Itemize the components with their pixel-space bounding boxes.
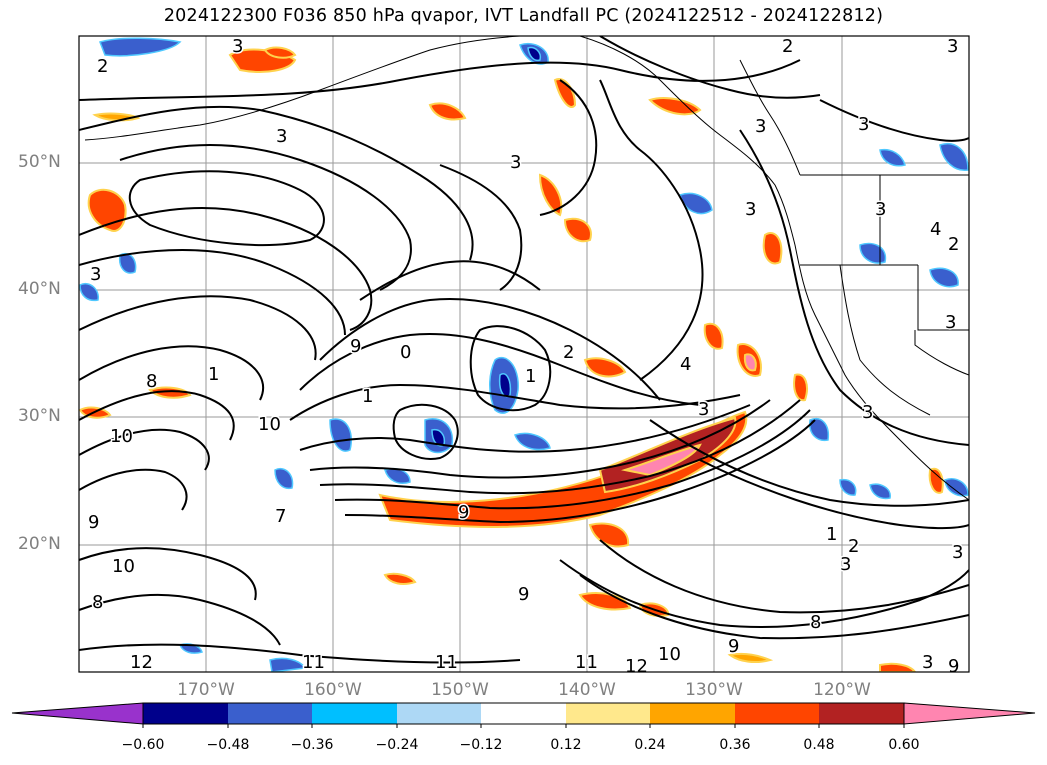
contour-label: 3	[755, 116, 766, 137]
colorbar-segment	[566, 703, 650, 724]
colorbar-tick-label: 0.12	[550, 737, 582, 753]
lon-label-130w: 130°W	[685, 680, 743, 700]
contour-label: 3	[276, 126, 287, 147]
colorbar-segment	[481, 703, 566, 724]
map-frame	[78, 35, 970, 673]
colorbar-segment	[312, 703, 397, 724]
ivt-contours	[79, 36, 969, 664]
contour-label: 11	[435, 652, 458, 673]
contour-label: 9	[350, 336, 361, 357]
colorbar-tick-label: 0.60	[888, 737, 920, 753]
contour-label: 2	[563, 342, 574, 363]
contour-label: 3	[875, 199, 886, 220]
contour-label: 1	[208, 364, 219, 385]
colorbar-tick-label: 0.36	[719, 737, 751, 753]
lat-label-40n: 40°N	[18, 279, 61, 299]
colorbar	[11, 702, 1036, 728]
contour-label: 3	[745, 199, 756, 220]
lat-label-20n: 20°N	[18, 534, 61, 554]
contour-label: 3	[858, 114, 869, 135]
contour-label: 9	[88, 512, 99, 533]
contour-label: 2	[97, 56, 108, 77]
colorbar-segment	[735, 703, 819, 724]
contour-label: 4	[930, 219, 941, 240]
colorbar-tick-label: −0.48	[206, 737, 250, 753]
contour-label: 9	[948, 656, 959, 677]
colorbar-extend-low	[11, 702, 144, 725]
contour-label: 3	[232, 36, 243, 57]
contour-label: 10	[658, 644, 681, 665]
contour-label: 1	[362, 386, 373, 407]
contour-label: 8	[92, 592, 103, 613]
contour-label: 9	[458, 502, 469, 523]
contour-label: 9	[518, 584, 529, 605]
colorbar-segment	[143, 703, 228, 724]
contour-label: 10	[258, 414, 281, 435]
contour-label: 3	[90, 264, 101, 285]
lat-label-30n: 30°N	[18, 406, 61, 426]
lon-label-160w: 160°W	[304, 680, 362, 700]
colorbar-tick-label: 0.48	[803, 737, 835, 753]
contour-label: 3	[945, 312, 956, 333]
contour-label: 3	[947, 36, 958, 57]
contour-label: 11	[302, 652, 325, 673]
colorbar-tick-label: 0.24	[634, 737, 666, 753]
contour-label: 10	[112, 556, 135, 577]
lon-label-140w: 140°W	[558, 680, 616, 700]
contour-label: 8	[146, 371, 157, 392]
contour-label: 3	[510, 152, 521, 173]
contour-labels: 2 3 2 3 3 3 3 3 3 2 3 3 3 2 1 4 3 1 0 9 …	[87, 36, 965, 677]
contour-label: 2	[848, 536, 859, 557]
negative-qvapor-fill	[79, 37, 969, 672]
lon-label-120w: 120°W	[813, 680, 871, 700]
contour-label: 11	[575, 652, 598, 673]
contour-label: 1	[826, 524, 837, 545]
contour-label: 12	[130, 652, 153, 673]
colorbar-tick-label: −0.24	[375, 737, 419, 753]
contour-label: 1	[525, 366, 536, 387]
colorbar-segment	[228, 703, 312, 724]
contour-label: 3	[840, 554, 851, 575]
contour-label: 2	[782, 36, 793, 57]
lon-label-150w: 150°W	[431, 680, 489, 700]
contour-label: 0	[400, 342, 411, 363]
colorbar-extend-high	[903, 702, 1036, 725]
lon-label-170w: 170°W	[177, 680, 235, 700]
colorbar-tick-label: −0.60	[121, 737, 165, 753]
coastlines	[84, 36, 969, 501]
contour-label: 3	[698, 399, 709, 420]
colorbar-segment	[819, 703, 904, 724]
contour-label: 2	[948, 234, 959, 255]
contour-label: 8	[810, 612, 821, 633]
contour-label: 10	[110, 426, 133, 447]
contour-label: 4	[680, 354, 691, 375]
map-background	[79, 36, 969, 672]
colorbar-tick-label: −0.12	[459, 737, 503, 753]
colorbar-segment	[650, 703, 735, 724]
graticule	[79, 36, 969, 672]
contour-label: 3	[922, 652, 933, 673]
contour-label: 9	[728, 636, 739, 657]
lat-label-50n: 50°N	[18, 152, 61, 172]
colorbar-tick-label: −0.36	[290, 737, 334, 753]
contour-label: 3	[952, 542, 963, 563]
colorbar-segment	[397, 703, 481, 724]
contour-label: 3	[862, 402, 873, 423]
map-title: 2024122300 F036 850 hPa qvapor, IVT Land…	[163, 6, 884, 26]
contour-label: 7	[275, 506, 286, 527]
contour-label: 12	[625, 656, 648, 677]
map-panel: 2 3 2 3 3 3 3 3 3 2 3 3 3 2 1 4 3 1 0 9 …	[78, 35, 970, 677]
